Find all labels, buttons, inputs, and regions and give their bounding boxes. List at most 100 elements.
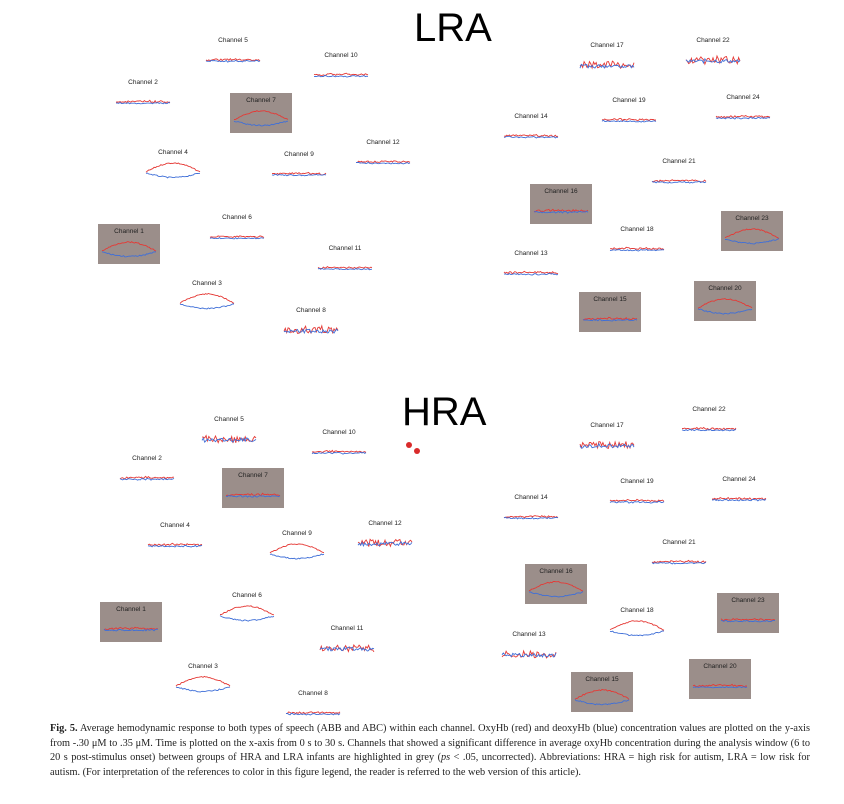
deoxyhb-trace: [651, 561, 707, 565]
lra-channel-label: Channel 3: [192, 280, 222, 287]
deoxyhb-trace: [175, 686, 231, 693]
hra-channel-plot: Channel 19: [606, 474, 668, 514]
deoxyhb-trace: [609, 630, 665, 637]
hra-channel-traces: [609, 620, 665, 637]
hra-channel-plot: Channel 15: [571, 672, 633, 712]
lra-channel-label: Channel 4: [158, 149, 188, 156]
oxyhb-trace: [697, 298, 753, 309]
oxyhb-trace: [205, 58, 261, 62]
lra-channel-plot: Channel 14: [500, 109, 562, 149]
hra-channel-label: Channel 7: [238, 472, 268, 479]
oxyhb-trace: [533, 208, 589, 213]
lra-channel-plot: Channel 5: [202, 33, 264, 73]
deoxyhb-trace: [103, 628, 159, 632]
deoxyhb-trace: [285, 712, 341, 716]
lra-channel-plot: Channel 6: [206, 210, 268, 250]
caption-text-1: Average hemodynamic response to both typ…: [50, 723, 810, 763]
hra-channel-label: Channel 9: [282, 530, 312, 537]
hra-channel-plot: Channel 13: [498, 627, 560, 667]
hra-channel-label: Channel 13: [512, 631, 546, 638]
hra-channel-label: Channel 8: [298, 690, 328, 697]
hra-channel-label: Channel 22: [692, 406, 726, 413]
deoxyhb-trace: [119, 477, 175, 481]
lra-channel-label: Channel 19: [612, 97, 646, 104]
oxyhb-trace: [119, 475, 174, 480]
lra-channel-traces: [533, 208, 589, 214]
lra-channel-label: Channel 6: [222, 214, 252, 221]
caption-text-2: < .05, uncorrected). Abbreviations: HRA …: [50, 752, 810, 778]
deoxyhb-trace: [685, 57, 741, 65]
deoxyhb-trace: [201, 437, 257, 443]
hra-channel-plot: Channel 21: [648, 535, 710, 575]
lra-channel-label: Channel 8: [296, 307, 326, 314]
lra-channel-plot: Channel 19: [598, 93, 660, 133]
oxyhb-trace: [609, 620, 665, 631]
oxyhb-trace: [720, 618, 776, 622]
hra-channel-label: Channel 15: [585, 676, 619, 683]
oxyhb-trace: [145, 162, 201, 173]
hra-channel-plot: Channel 9: [266, 526, 328, 566]
hra-channel-plot: Channel 23: [717, 593, 779, 633]
hra-channel-plot: Channel 5: [198, 412, 260, 452]
hra-channel-traces: [609, 498, 665, 504]
hra-channel-plot: Channel 14: [500, 490, 562, 530]
hra-channel-traces: [357, 538, 413, 548]
oxyhb-trace: [317, 266, 373, 269]
lra-channel-plot: Channel 20: [694, 281, 756, 321]
deoxyhb-trace: [357, 541, 413, 548]
lra-channel-label: Channel 9: [284, 151, 314, 158]
lra-channel-label: Channel 11: [328, 245, 362, 252]
lra-channel-traces: [609, 246, 665, 252]
oxyhb-trace: [601, 117, 657, 122]
deoxyhb-trace: [101, 251, 157, 258]
lra-channel-plot: Channel 12: [352, 135, 414, 175]
lra-channel-label: Channel 24: [726, 94, 760, 101]
lra-channel-plot: Channel 24: [712, 90, 774, 130]
hra-channel-label: Channel 23: [731, 597, 765, 604]
oxyhb-trace: [209, 235, 265, 239]
hra-channel-traces: [692, 683, 748, 689]
lra-channel-label: Channel 16: [544, 188, 578, 195]
lra-channel-plot: Channel 7: [230, 93, 292, 133]
figure: LRA HRA Channel 5 Channel 10 Channel 2 Chan…: [98, 8, 783, 716]
lra-channel-traces: [317, 266, 373, 271]
hra-channel-plot: Channel 2: [116, 451, 178, 491]
lra-channel-label: Channel 23: [735, 215, 769, 222]
hra-channel-label: Channel 3: [188, 663, 218, 670]
hra-channel-plot: Channel 17: [576, 418, 638, 458]
lra-channel-label: Channel 7: [246, 97, 276, 104]
hra-channel-plot: Channel 16: [525, 564, 587, 604]
hra-panel-title: HRA: [402, 390, 487, 434]
hra-channel-plot: Channel 24: [708, 472, 770, 512]
hra-channel-traces: [225, 492, 281, 498]
oxyhb-trace: [681, 426, 737, 431]
lra-channel-traces: [145, 162, 201, 179]
lra-channel-traces: [271, 171, 327, 177]
oxyhb-trace: [355, 160, 411, 164]
hra-channel-traces: [528, 581, 584, 598]
deoxyhb-trace: [533, 210, 589, 214]
deoxyhb-trace: [311, 451, 367, 455]
deoxyhb-trace: [147, 544, 203, 548]
lra-channel-traces: [715, 114, 771, 120]
hra-channel-label: Channel 14: [514, 494, 548, 501]
lra-channel-traces: [579, 60, 635, 70]
deoxyhb-trace: [115, 101, 171, 105]
hra-channel-traces: [651, 559, 707, 565]
hra-channel-label: Channel 5: [214, 416, 244, 423]
deoxyhb-trace: [225, 494, 281, 498]
lra-channel-plot: Channel 4: [142, 145, 204, 185]
lra-channel-plot: Channel 15: [579, 292, 641, 332]
oxyhb-trace: [225, 492, 281, 497]
lra-channel-traces: [233, 110, 289, 127]
oxyhb-trace: [311, 449, 367, 454]
hra-channel-plot: Channel 20: [689, 659, 751, 699]
deoxyhb-trace: [503, 516, 559, 520]
hra-channel-traces: [269, 543, 325, 560]
caption-label: Fig. 5.: [50, 723, 78, 734]
hra-channel-traces: [574, 689, 630, 706]
hra-channel-plot: Channel 1: [100, 602, 162, 642]
hra-channel-plot: Channel 18: [606, 603, 668, 643]
lra-channel-plot: Channel 8: [280, 303, 342, 343]
lra-channel-plot: Channel 16: [530, 184, 592, 224]
